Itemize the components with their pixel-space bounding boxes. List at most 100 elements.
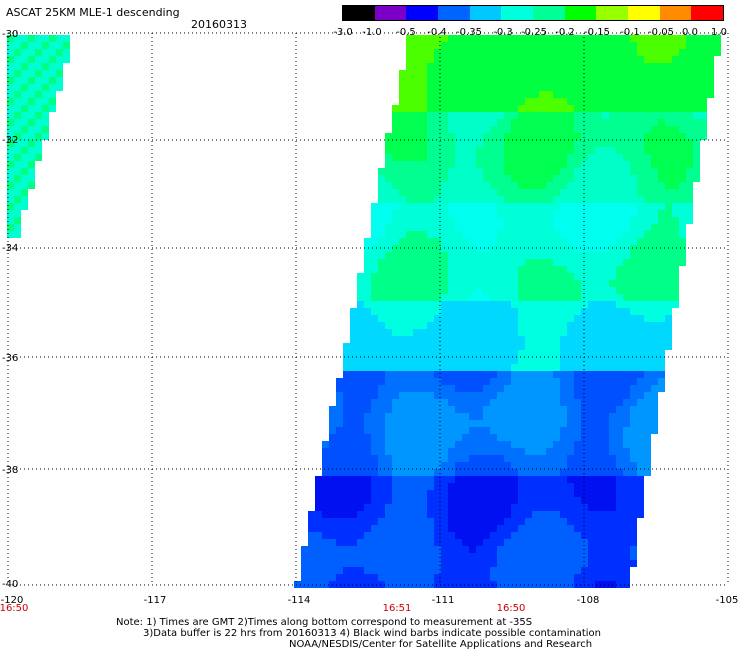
swath-cell (504, 420, 511, 427)
swath-cell (609, 343, 616, 350)
swath-cell (28, 112, 35, 119)
swath-cell (462, 196, 469, 203)
swath-cell (434, 105, 441, 112)
swath-cell (21, 84, 28, 91)
swath-cell (609, 490, 616, 497)
swath-cell (28, 175, 35, 182)
swath-cell (385, 308, 392, 315)
swath-cell (602, 336, 609, 343)
swath-cell (546, 371, 553, 378)
swath-cell (546, 84, 553, 91)
swath-cell (462, 469, 469, 476)
swath-cell (511, 273, 518, 280)
swath-cell (427, 308, 434, 315)
swath-cell (525, 217, 532, 224)
swath-cell (553, 427, 560, 434)
swath-cell (658, 238, 665, 245)
swath-cell (378, 511, 385, 518)
swath-cell (665, 280, 672, 287)
swath-cell (14, 91, 21, 98)
swath-cell (371, 252, 378, 259)
swath-cell (679, 231, 686, 238)
swath-cell (441, 378, 448, 385)
swath-cell (686, 196, 693, 203)
swath-cell (588, 315, 595, 322)
swath-cell (476, 56, 483, 63)
swath-cell (511, 532, 518, 539)
swath-cell (385, 490, 392, 497)
swath-cell (567, 329, 574, 336)
swath-cell (672, 112, 679, 119)
swath-cell (672, 63, 679, 70)
swath-cell (672, 168, 679, 175)
swath-cell (504, 189, 511, 196)
swath-cell (560, 406, 567, 413)
swath-cell (595, 161, 602, 168)
swath-cell (357, 504, 364, 511)
swath-cell (385, 462, 392, 469)
swath-cell (567, 231, 574, 238)
swath-cell (588, 476, 595, 483)
swath-cell (651, 133, 658, 140)
swath-cell (315, 504, 322, 511)
swath-cell (490, 217, 497, 224)
swath-cell (343, 343, 350, 350)
swath-cell (63, 42, 70, 49)
swath-cell (385, 455, 392, 462)
swath-cell (420, 105, 427, 112)
swath-cell (609, 63, 616, 70)
swath-cell (441, 567, 448, 574)
swath-cell (560, 434, 567, 441)
swath-cell (588, 147, 595, 154)
swath-cell (623, 133, 630, 140)
swath-cell (539, 175, 546, 182)
swath-cell (378, 434, 385, 441)
swath-cell (469, 210, 476, 217)
swath-cell (441, 406, 448, 413)
swath-cell (658, 231, 665, 238)
swath-cell (483, 434, 490, 441)
swath-cell (462, 77, 469, 84)
swath-cell (644, 301, 651, 308)
swath-cell (329, 462, 336, 469)
swath-cell (546, 196, 553, 203)
swath-cell (700, 119, 707, 126)
swath-cell (371, 280, 378, 287)
swath-cell (378, 462, 385, 469)
swath-cell (644, 434, 651, 441)
swath-cell (364, 315, 371, 322)
swath-cell (315, 574, 322, 581)
swath-cell (546, 252, 553, 259)
swath-cell (357, 497, 364, 504)
swath-cell (406, 196, 413, 203)
swath-cell (567, 294, 574, 301)
swath-cell (378, 371, 385, 378)
swath-cell (581, 84, 588, 91)
swath-cell (623, 574, 630, 581)
swath-cell (434, 217, 441, 224)
swath-cell (448, 140, 455, 147)
swath-cell (427, 350, 434, 357)
swath-cell (448, 385, 455, 392)
swath-cell (644, 147, 651, 154)
swath-cell (567, 147, 574, 154)
swath-cell (588, 112, 595, 119)
swath-cell (546, 532, 553, 539)
swath-cell (483, 406, 490, 413)
swath-cell (567, 259, 574, 266)
swath-cell (490, 231, 497, 238)
swath-cell (532, 308, 539, 315)
swath-cell (560, 392, 567, 399)
swath-cell (700, 49, 707, 56)
swath-cell (609, 413, 616, 420)
swath-cell (609, 427, 616, 434)
swath-cell (413, 413, 420, 420)
swath-cell (385, 560, 392, 567)
swath-cell (469, 252, 476, 259)
swath-cell (616, 224, 623, 231)
swath-cell (399, 469, 406, 476)
swath-cell (637, 259, 644, 266)
swath-cell (588, 329, 595, 336)
swath-cell (14, 35, 21, 42)
swath-cell (462, 182, 469, 189)
